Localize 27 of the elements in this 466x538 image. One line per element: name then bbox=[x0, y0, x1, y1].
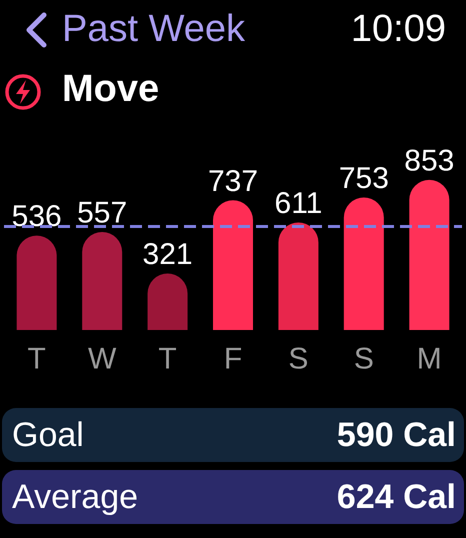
text: 10:09 bbox=[350, 8, 446, 51]
x-tick-label: F bbox=[224, 342, 242, 376]
text: Goal bbox=[12, 416, 84, 455]
text: Average bbox=[12, 478, 138, 517]
x-tick-label: T bbox=[158, 342, 177, 376]
x-tick-label: S bbox=[288, 342, 308, 376]
x-tick-label: M bbox=[416, 342, 442, 376]
text: Past Week bbox=[62, 8, 246, 51]
text: 590 Cal bbox=[336, 416, 456, 455]
text: 624 Cal bbox=[336, 478, 456, 517]
bar bbox=[344, 197, 384, 330]
bar bbox=[213, 200, 253, 330]
chart-title: Move bbox=[62, 68, 160, 111]
data-label: 536 bbox=[12, 200, 62, 234]
data-label: 753 bbox=[338, 162, 389, 195]
bar bbox=[16, 236, 57, 330]
x-tick-label: W bbox=[88, 342, 117, 376]
bar bbox=[82, 232, 122, 330]
data-label: 321 bbox=[142, 238, 193, 272]
data-label: 737 bbox=[208, 164, 258, 198]
data-label: 557 bbox=[77, 196, 128, 230]
bar bbox=[278, 222, 318, 330]
x-tick-label: S bbox=[354, 342, 374, 376]
bar bbox=[409, 180, 450, 330]
data-label: 853 bbox=[404, 144, 454, 178]
x-tick-label: T bbox=[28, 342, 46, 376]
data-label: 611 bbox=[274, 186, 322, 220]
